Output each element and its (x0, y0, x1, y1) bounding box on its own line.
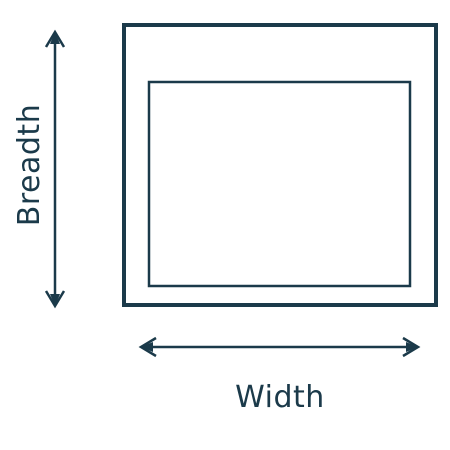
width-label: Width (235, 380, 325, 415)
inner-frame (149, 82, 410, 286)
width-arrow-icon (141, 338, 418, 356)
breadth-arrow-icon (46, 32, 64, 306)
breadth-label: Breadth (12, 104, 47, 226)
outer-frame (124, 25, 436, 305)
